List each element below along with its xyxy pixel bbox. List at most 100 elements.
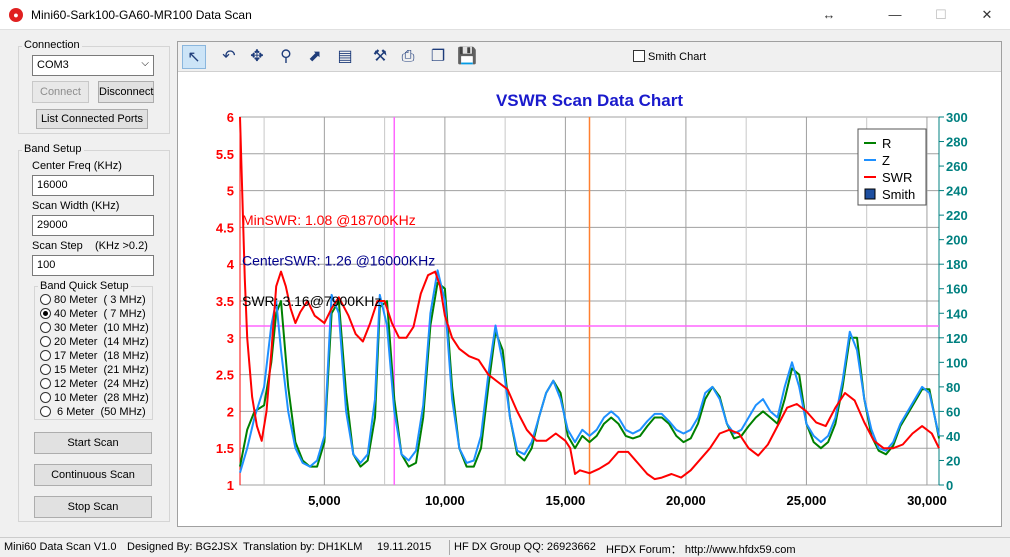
y-left-tick-label: 2.5 [216,368,234,383]
series-line-z [239,269,940,473]
y-right-tick-label: 60 [946,404,960,419]
band-radio-option[interactable]: 17 Meter (18 MHz) [40,350,149,364]
stop-scan-button[interactable]: Stop Scan [34,496,152,518]
band-radio-label: 10 Meter (28 MHz) [54,392,149,404]
y-right-tick-label: 80 [946,380,960,395]
y-left-tick-label: 3 [227,331,234,346]
band-radio-option[interactable]: 40 Meter ( 7 MHz) [40,308,146,322]
band-radio-option[interactable]: 6 Meter (50 MHz) [40,406,146,420]
band-radio-option[interactable]: 80 Meter ( 3 MHz) [40,294,146,308]
radio-button[interactable] [40,392,51,403]
status-forum: HFDX Forum： http://www.hfdx59.com [606,544,796,556]
scan-step-hint: (KHz >0.2) [95,240,148,252]
chart-annotation: CenterSWR: 1.26 @16000KHz [242,253,435,269]
y-left-tick-label: 5.5 [216,147,234,162]
band-radio-option[interactable]: 12 Meter (24 MHz) [40,378,149,392]
status-translator: Translation by: DH1KLM [243,541,363,553]
app-icon: ● [9,8,23,22]
start-scan-button[interactable]: Start Scan [34,432,152,454]
y-left-tick-label: 1.5 [216,441,234,456]
radio-button[interactable] [40,350,51,361]
radio-button[interactable] [40,406,51,417]
band-setup-label: Band Setup [22,143,84,155]
center-freq-label: Center Freq (KHz) [32,160,122,172]
x-tick-label: 5,000 [308,493,341,508]
y-left-tick-label: 6 [227,110,234,125]
legend-label: Smith [882,187,915,202]
y-right-tick-label: 120 [946,331,968,346]
zoom-icon[interactable]: ⚲ [280,48,292,65]
export-icon[interactable]: ▤ [337,48,353,65]
band-radio-label: 40 Meter ( 7 MHz) [54,308,146,320]
y-right-tick-label: 240 [946,184,968,199]
band-radio-option[interactable]: 20 Meter (14 MHz) [40,336,149,350]
save-icon[interactable]: 💾 [457,48,477,65]
band-radio-option[interactable]: 10 Meter (28 MHz) [40,392,149,406]
y-left-tick-label: 5 [227,184,234,199]
scan-step-input[interactable]: 100 [32,255,154,276]
y-left-tick-label: 1 [227,478,234,493]
legend-label: SWR [882,170,912,185]
x-tick-label: 10,000 [425,493,465,508]
y-right-tick-label: 20 [946,453,960,468]
band-radio-label: 6 Meter (50 MHz) [54,406,146,418]
list-ports-button[interactable]: List Connected Ports [36,109,148,129]
y-right-tick-label: 0 [946,478,953,493]
title-bar: ● Mini60-Sark100-GA60-MR100 Data Scan ↔ … [0,0,1010,30]
status-designer: Designed By: BG2JSX [127,541,238,553]
y-left-tick-label: 2 [227,404,234,419]
pointer-tool-icon[interactable]: ↖ [182,45,206,69]
y-right-tick-label: 300 [946,110,968,125]
y-right-tick-label: 180 [946,257,968,272]
y-right-tick-label: 200 [946,233,968,248]
connect-button[interactable]: Connect [32,81,89,103]
copy-icon[interactable]: ❐ [430,48,446,65]
center-freq-input[interactable]: 16000 [32,175,154,196]
legend-label: Z [882,153,890,168]
radio-button[interactable] [40,378,51,389]
scan-width-input[interactable]: 29000 [32,215,154,236]
maximize-button[interactable]: ☐ [935,7,947,22]
radio-button[interactable] [40,336,51,347]
radio-button[interactable] [40,364,51,375]
print-icon[interactable]: ⎙ [401,48,415,65]
pan-icon[interactable]: ✥ [250,48,264,65]
com-port-value: COM3 [37,59,69,71]
radio-button[interactable] [40,294,51,305]
y-right-tick-label: 280 [946,135,968,150]
disconnect-button[interactable]: Disconnect [98,81,154,103]
band-radio-label: 15 Meter (21 MHz) [54,364,149,376]
band-radio-label: 12 Meter (24 MHz) [54,378,149,390]
vswr-chart[interactable]: 11.522.533.544.555.560204060801001201401… [178,73,1001,527]
com-port-select[interactable]: COM3 ⌵ [32,55,154,76]
radio-button[interactable] [40,308,51,319]
close-button[interactable]: ✕ [981,7,993,22]
resize-icon: ↔ [822,7,836,22]
window-title: Mini60-Sark100-GA60-MR100 Data Scan [31,8,252,22]
band-radio-option[interactable]: 15 Meter (21 MHz) [40,364,149,378]
y-right-tick-label: 100 [946,355,968,370]
scan-step-label: Scan Step [32,240,83,252]
continuous-scan-button[interactable]: Continuous Scan [34,464,152,486]
settings-icon[interactable]: ⚒ [372,48,388,65]
status-group-qq: HF DX Group QQ: 26923662 [454,541,596,553]
scan-width-label: Scan Width (KHz) [32,200,120,212]
y-right-tick-label: 140 [946,306,968,321]
band-radio-label: 20 Meter (14 MHz) [54,336,149,348]
undo-icon[interactable]: ↶ [222,48,236,65]
smith-chart-checkbox-box[interactable] [633,50,645,62]
band-radio-label: 30 Meter (10 MHz) [54,322,149,334]
minimize-button[interactable]: — [888,7,902,22]
smith-chart-checkbox[interactable]: Smith Chart [633,50,706,63]
radio-button[interactable] [40,322,51,333]
connection-group-label: Connection [22,39,82,51]
status-date: 19.11.2015 [377,541,432,553]
y-right-tick-label: 220 [946,208,968,223]
legend-label: R [882,136,891,151]
status-version: Mini60 Data Scan V1.0 [4,541,117,553]
band-radio-option[interactable]: 30 Meter (10 MHz) [40,322,149,336]
zoom-area-icon[interactable]: ⬈ [308,48,322,65]
chevron-down-icon: ⌵ [141,58,149,69]
chart-toolbar: ↖ ↶ ✥ ⚲ ⬈ ▤ ⚒ ⎙ ❐ 💾 Smith Chart [178,42,1001,72]
x-tick-label: 30,000 [907,493,947,508]
